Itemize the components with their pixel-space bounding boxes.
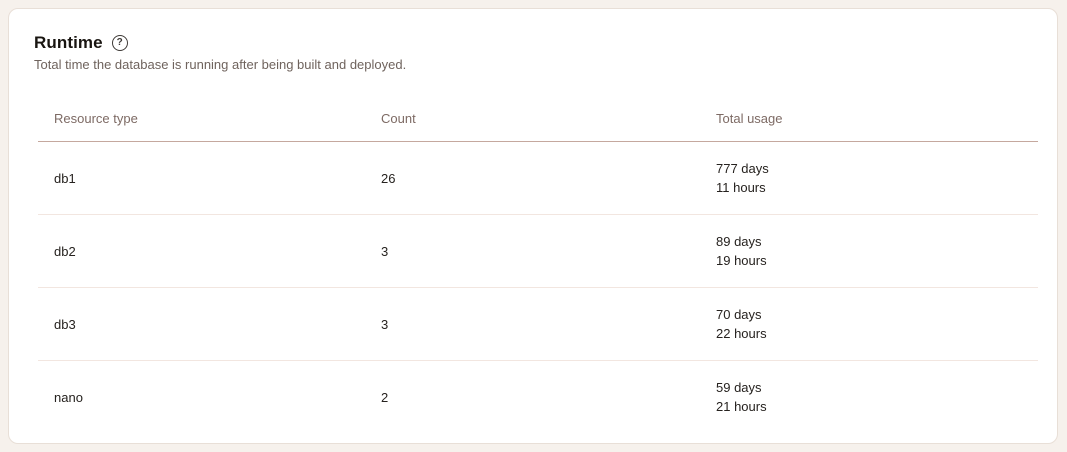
usage-days-value: 59 days [716, 380, 762, 395]
count-value: 2 [381, 389, 389, 405]
table-body: db1 26 777 days 11 hours db2 3 89 days 1… [38, 141, 1038, 434]
table-row: db2 3 89 days 19 hours [38, 214, 1038, 288]
table-row: nano 2 59 days 21 hours [38, 361, 1038, 434]
cell-count: 3 [365, 287, 700, 361]
usage-days-value: 777 days [716, 161, 769, 176]
resource-type-value: db2 [54, 243, 76, 259]
help-icon[interactable]: ? [111, 35, 128, 51]
cell-total-usage: 777 days 11 hours [700, 141, 1038, 215]
table-row: db1 26 777 days 11 hours [38, 141, 1038, 215]
table-header: Resource type Count Total usage [38, 104, 1038, 142]
column-header-resource-type: Resource type [38, 104, 365, 142]
count-value: 26 [381, 170, 396, 186]
usage-hours-value: 22 hours [716, 326, 767, 341]
resource-type-value: db1 [54, 170, 76, 186]
cell-resource-type: db1 [38, 141, 365, 215]
resource-type-value: nano [54, 389, 83, 405]
usage-hours-value: 21 hours [716, 399, 767, 414]
usage-days-value: 89 days [716, 234, 762, 249]
count-value: 3 [381, 316, 389, 332]
cell-count: 3 [365, 214, 700, 288]
resource-type-value: db3 [54, 316, 76, 332]
column-header-count: Count [365, 104, 700, 142]
cell-resource-type: nano [38, 361, 365, 434]
cell-resource-type: db3 [38, 287, 365, 361]
usage-hours-value: 11 hours [716, 180, 766, 195]
cell-count: 2 [365, 361, 700, 434]
card-subtitle: Total time the database is running after… [34, 57, 407, 72]
column-header-total-usage: Total usage [700, 104, 1038, 142]
cell-resource-type: db2 [38, 214, 365, 288]
usage-days-value: 70 days [716, 307, 762, 322]
runtime-table: Resource type Count Total usage db1 26 7… [38, 104, 1038, 433]
table-row: db3 3 70 days 22 hours [38, 287, 1038, 361]
card-header: Runtime ? [34, 32, 1037, 54]
usage-hours-value: 19 hours [716, 253, 767, 268]
cell-total-usage: 70 days 22 hours [700, 287, 1038, 361]
cell-count: 26 [365, 141, 700, 215]
page-title: Runtime [34, 33, 103, 52]
runtime-card: Runtime ? Total time the database is run… [8, 8, 1058, 444]
count-value: 3 [381, 243, 389, 259]
cell-total-usage: 89 days 19 hours [700, 214, 1038, 288]
cell-total-usage: 59 days 21 hours [700, 361, 1038, 434]
